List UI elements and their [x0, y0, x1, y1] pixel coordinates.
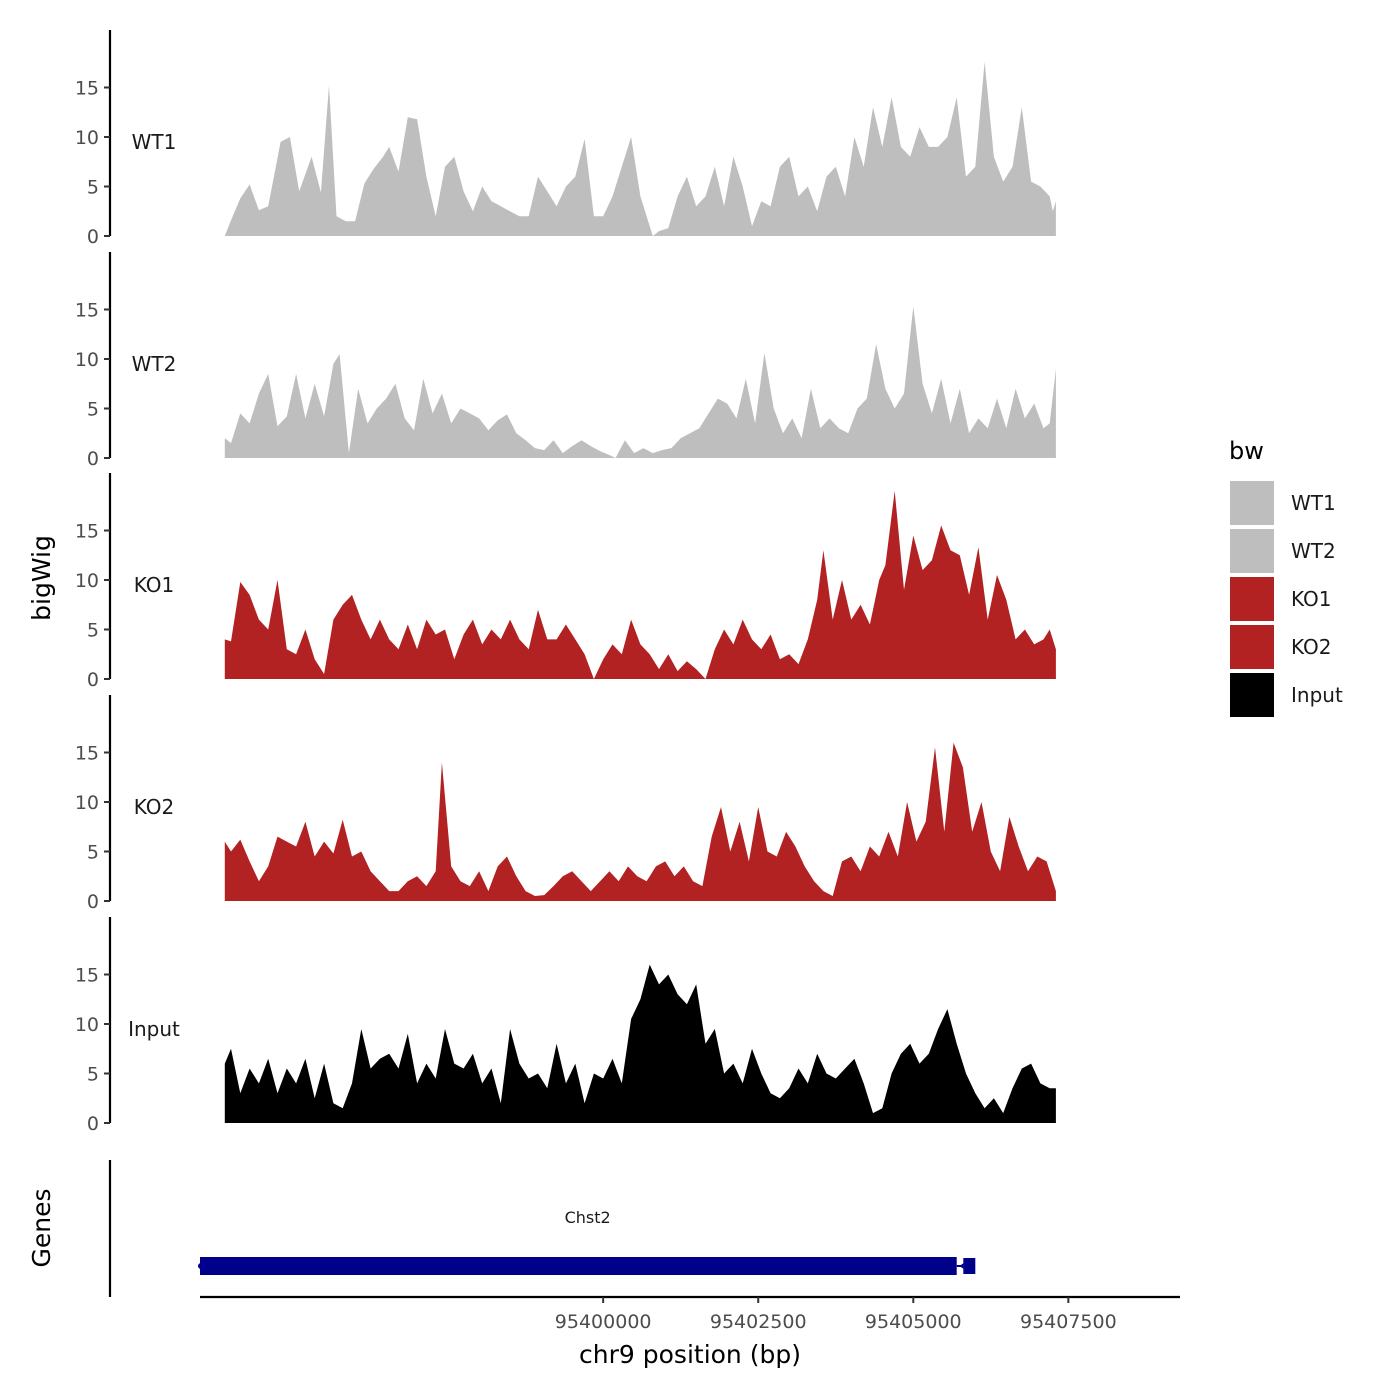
y-tick-label: 0 [87, 669, 99, 691]
track-label: Input [128, 1017, 180, 1041]
y-tick-label: 15 [75, 78, 99, 100]
y-tick-label: 5 [87, 620, 99, 642]
legend-label: KO1 [1291, 587, 1332, 611]
y-tick-label: 10 [75, 127, 99, 149]
gene-body [200, 1257, 957, 1275]
y-tick-label: 0 [87, 891, 99, 913]
legend-title: bw [1229, 437, 1264, 465]
track-label: WT2 [132, 352, 177, 376]
y-tick-label: 15 [75, 743, 99, 765]
strand-arrow-icon [960, 1261, 968, 1271]
gene-start-marker [198, 1263, 204, 1269]
x-axis: 95400000 95402500 95405000 95407500 [200, 1295, 1180, 1333]
x-tick-label: 95405000 [865, 1311, 962, 1333]
genes-panel: Genes Chst2 [27, 1160, 976, 1297]
genes-axis-title: Genes [27, 1188, 56, 1267]
y-tick-label: 5 [87, 1064, 99, 1086]
track-ko1: 0 5 10 15 KO1 [75, 473, 1056, 691]
track-area-ko2 [224, 742, 1056, 901]
legend-label: Input [1291, 683, 1343, 707]
legend-label: WT2 [1291, 539, 1336, 563]
y-tick-label: 10 [75, 792, 99, 814]
y-tick-label: 10 [75, 1014, 99, 1036]
y-tick-label: 15 [75, 965, 99, 987]
y-tick-label: 10 [75, 349, 99, 371]
y-tick-label: 15 [75, 300, 99, 322]
y-tick-label: 5 [87, 177, 99, 199]
legend-key-wt1 [1228, 479, 1276, 527]
gene-label: Chst2 [565, 1208, 611, 1227]
y-tick-label: 0 [87, 448, 99, 470]
track-ko2: 0 5 10 15 KO2 [75, 695, 1056, 913]
track-label: WT1 [132, 130, 177, 154]
track-wt2: 0 5 10 15 WT2 [75, 252, 1056, 470]
y-tick-label: 5 [87, 399, 99, 421]
y-tick-label: 5 [87, 842, 99, 864]
legend-key-ko1 [1228, 575, 1276, 623]
legend-key-wt2 [1228, 527, 1276, 575]
y-tick-label: 10 [75, 570, 99, 592]
track-input: 0 5 10 15 Input [75, 917, 1056, 1135]
gene-exon [963, 1258, 976, 1274]
x-tick-label: 95402500 [710, 1311, 807, 1333]
y-axis-title: bigWig [27, 535, 56, 621]
tracks-layer: 0 5 10 15 WT1 0 5 10 15 WT2 0 5 10 15 KO1 0 5 10 15 KO2 0 5 10… [75, 30, 1056, 1135]
legend-label: WT1 [1291, 491, 1336, 515]
y-tick-label: 15 [75, 521, 99, 543]
legend-key-input [1228, 671, 1276, 719]
track-label: KO1 [134, 573, 175, 597]
legend: bw WT1 WT2 KO1 KO2 Input [1228, 437, 1343, 719]
x-tick-label: 95407500 [1020, 1311, 1117, 1333]
gene-chst2: Chst2 [198, 1208, 976, 1275]
x-axis-title: chr9 position (bp) [579, 1340, 801, 1369]
legend-key-ko2 [1228, 623, 1276, 671]
track-area-wt2 [224, 306, 1056, 458]
track-area-input [224, 964, 1056, 1123]
y-tick-label: 0 [87, 1113, 99, 1135]
y-tick-label: 0 [87, 226, 99, 248]
track-area-ko1 [224, 490, 1056, 679]
track-area-wt1 [224, 61, 1056, 236]
x-tick-label: 95400000 [555, 1311, 652, 1333]
track-wt1: 0 5 10 15 WT1 [75, 30, 1056, 248]
track-label: KO2 [134, 795, 175, 819]
legend-label: KO2 [1291, 635, 1332, 659]
